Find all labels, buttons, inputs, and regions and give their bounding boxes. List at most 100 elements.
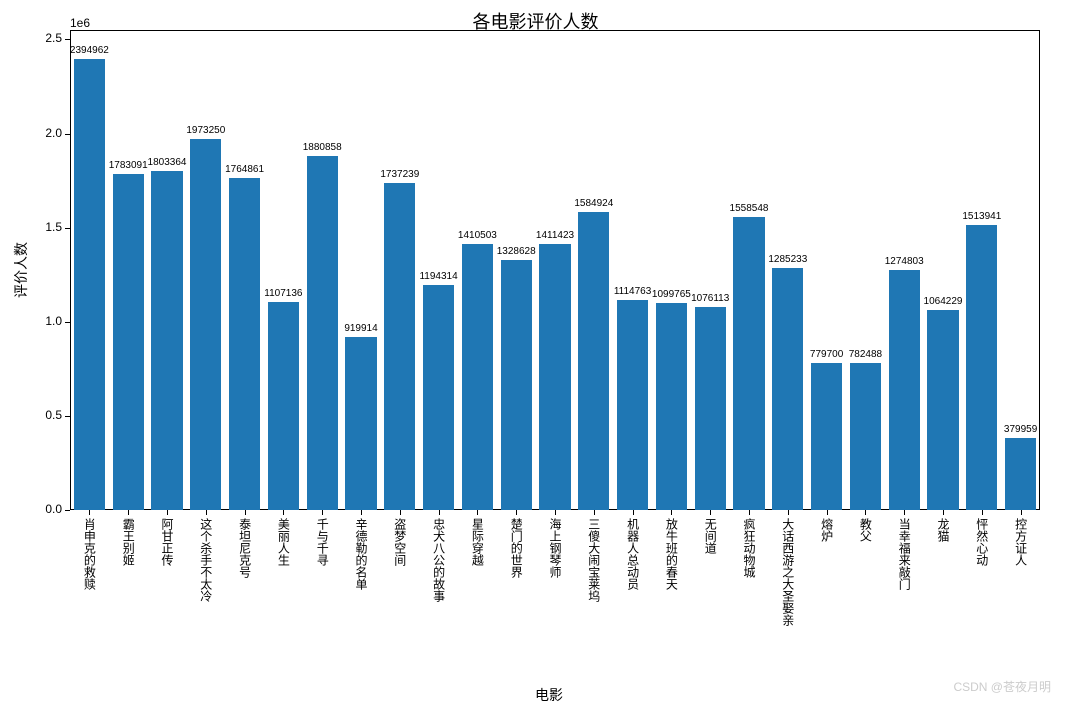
- bar-value-label: 1064229: [918, 296, 968, 307]
- y-exponent: 1e6: [70, 16, 90, 30]
- x-tick: [749, 510, 750, 515]
- bar-value-label: 1558548: [724, 203, 774, 214]
- bar: [268, 302, 299, 510]
- y-tick-label: 0.5: [45, 408, 62, 422]
- x-tick-label: 美丽人生: [275, 518, 292, 566]
- bar: [1005, 438, 1036, 510]
- y-tick-label: 0.0: [45, 502, 62, 516]
- bar: [74, 59, 105, 510]
- bar: [384, 183, 415, 510]
- x-tick: [827, 510, 828, 515]
- bar-value-label: 782488: [840, 349, 890, 360]
- x-axis-label: 电影: [535, 685, 563, 705]
- x-tick-label: 大话西游之大圣娶亲: [780, 518, 797, 626]
- bar: [889, 270, 920, 510]
- x-tick-label: 三傻大闹宝莱坞: [586, 518, 603, 602]
- x-tick-label: 辛德勒的名单: [353, 518, 370, 590]
- y-tick: [65, 228, 70, 229]
- bar-value-label: 1194314: [414, 271, 464, 282]
- bar: [733, 217, 764, 510]
- bar-value-label: 1737239: [375, 169, 425, 180]
- x-tick: [283, 510, 284, 515]
- chart-container: 各电影评价人数 1e6 评价人数 电影 CSDN @苍夜月明 0.00.51.0…: [0, 0, 1071, 713]
- x-tick-label: 当幸福来敲门: [896, 518, 913, 590]
- x-tick: [671, 510, 672, 515]
- y-axis-label: 评价人数: [11, 242, 31, 298]
- x-tick: [516, 510, 517, 515]
- x-tick: [245, 510, 246, 515]
- x-tick: [1021, 510, 1022, 515]
- x-tick: [555, 510, 556, 515]
- watermark: CSDN @苍夜月明: [953, 678, 1051, 695]
- bar: [772, 268, 803, 510]
- x-tick-label: 阿甘正传: [159, 518, 176, 566]
- bar-value-label: 1076113: [685, 293, 735, 304]
- x-tick: [361, 510, 362, 515]
- y-tick-label: 2.0: [45, 126, 62, 140]
- bar: [113, 174, 144, 510]
- y-tick-label: 2.5: [45, 31, 62, 45]
- x-tick: [439, 510, 440, 515]
- bar: [617, 300, 648, 510]
- x-tick: [788, 510, 789, 515]
- y-tick: [65, 39, 70, 40]
- bar: [539, 244, 570, 510]
- x-tick-label: 忠犬八公的故事: [431, 518, 448, 602]
- x-tick-label: 无间道: [702, 518, 719, 554]
- x-tick-label: 星际穿越: [469, 518, 486, 566]
- bar: [850, 363, 881, 510]
- x-tick: [633, 510, 634, 515]
- x-tick: [710, 510, 711, 515]
- bar-value-label: 1973250: [181, 125, 231, 136]
- x-tick-label: 控方证人: [1013, 518, 1030, 566]
- x-tick-label: 霸王别姬: [120, 518, 137, 566]
- x-tick: [594, 510, 595, 515]
- bar-value-label: 1584924: [569, 198, 619, 209]
- x-tick-label: 海上钢琴师: [547, 518, 564, 578]
- bar-value-label: 2394962: [64, 45, 114, 56]
- bar: [578, 212, 609, 510]
- x-tick: [400, 510, 401, 515]
- bar: [190, 139, 221, 510]
- y-tick-label: 1.0: [45, 314, 62, 328]
- x-tick: [167, 510, 168, 515]
- y-tick: [65, 416, 70, 417]
- bar-value-label: 1410503: [452, 230, 502, 241]
- x-tick-label: 教父: [857, 518, 874, 542]
- x-tick: [128, 510, 129, 515]
- x-tick: [322, 510, 323, 515]
- x-tick-label: 楚门的世界: [508, 518, 525, 578]
- x-tick-label: 肖申克的救赎: [81, 518, 98, 590]
- y-tick-label: 1.5: [45, 220, 62, 234]
- bar: [927, 310, 958, 510]
- x-tick-label: 机器人总动员: [625, 518, 642, 590]
- x-tick: [943, 510, 944, 515]
- x-tick: [206, 510, 207, 515]
- bar: [966, 225, 997, 510]
- y-tick: [65, 322, 70, 323]
- x-tick: [904, 510, 905, 515]
- x-tick-label: 熔炉: [819, 518, 836, 542]
- bar-value-label: 1285233: [763, 254, 813, 265]
- x-tick: [477, 510, 478, 515]
- x-tick-label: 龙猫: [935, 518, 952, 542]
- bar-value-label: 919914: [336, 323, 386, 334]
- bar: [307, 156, 338, 510]
- bar: [656, 303, 687, 510]
- bar-value-label: 1411423: [530, 230, 580, 241]
- bar: [501, 260, 532, 510]
- x-tick-label: 怦然心动: [974, 518, 991, 566]
- bar: [345, 337, 376, 510]
- x-tick-label: 这个杀手不太冷: [198, 518, 215, 602]
- bar: [423, 285, 454, 510]
- bar-value-label: 1107136: [258, 288, 308, 299]
- x-tick-label: 泰坦尼克号: [237, 518, 254, 578]
- bar-value-label: 1803364: [142, 157, 192, 168]
- x-tick-label: 盗梦空间: [392, 518, 409, 566]
- x-tick-label: 千与千寻: [314, 518, 331, 566]
- bar-value-label: 1764861: [220, 164, 270, 175]
- x-tick: [982, 510, 983, 515]
- bar: [695, 307, 726, 510]
- y-tick: [65, 510, 70, 511]
- bar: [229, 178, 260, 510]
